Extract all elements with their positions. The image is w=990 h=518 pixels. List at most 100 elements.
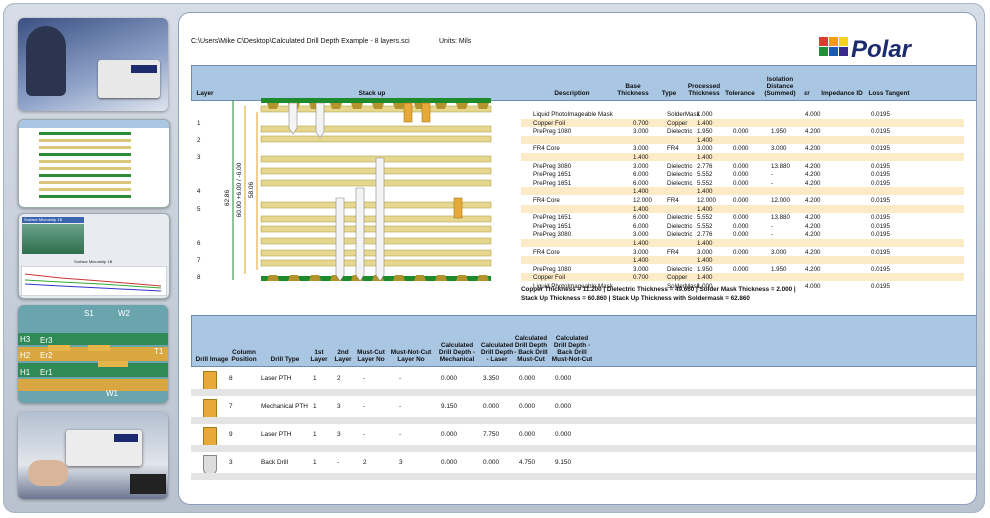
cell-desc: Copper Foil [533,119,565,127]
drill-cell-bdmnc: 9.150 [555,459,571,466]
drill-cell-l2: - [337,459,340,466]
drill-cell-l1: 1 [313,375,317,382]
dim-h3: H3 [20,335,31,344]
dim-er2: Er2 [40,351,53,360]
top-copper-pad [435,103,447,109]
drill-cell-pos: 9 [229,431,233,438]
cell-loss: 0.0195 [871,128,890,136]
top-copper-pad [393,103,405,109]
cell-layer: 3 [197,154,201,161]
drill-col-back-drill-must-not-cut: Calculated Drill Depth - Back Drill Must… [551,335,593,363]
cell-iso: - [771,171,774,179]
cell-base: 0.700 [633,274,649,282]
cell-er: 4.200 [805,231,821,239]
summary-line-1: Copper Thickness = 11.200 | Dielectric T… [521,286,796,293]
summary-line-2: Stack Up Thickness = 60.860 | Stack Up T… [521,295,750,302]
drill-col-1st-layer: 1st Layer [310,349,328,363]
drill-row: 3 Back Drill 1 - 2 3 0.000 0.000 4.750 9.150 [191,455,976,475]
cell-proc: 1.000 [697,111,713,118]
cell-type: Dielectric [667,231,693,239]
drill-cell-mc: - [363,431,366,438]
cell-base: 1.400 [633,205,649,213]
dim-er3: Er3 [40,336,53,345]
drill-cell-bdmnc: 0.000 [555,403,571,410]
drill-cell-l2: 3 [337,403,341,410]
cell-desc: PrePreg 3080 [533,162,572,170]
photo-thumbnail-instrument[interactable] [18,412,168,499]
cell-type: SolderMask [667,111,700,118]
cell-base: 6.000 [633,222,649,230]
thumb-layer [39,139,131,142]
cell-base: 1.400 [633,188,649,196]
cell-loss: 0.0195 [871,222,890,230]
cell-proc: 3.000 [697,248,713,256]
drill-hole [355,187,365,282]
dim-w2: W2 [118,309,130,318]
stack-row: 6 1.400 1.400 [191,239,976,248]
instrument-logo [131,65,157,73]
top-copper-pad [267,103,279,109]
bottom-copper-pad [414,275,426,281]
cell-base: 3.000 [633,145,649,153]
dim-label-core: 58.06 [248,181,255,198]
stackup-thumbnail[interactable] [18,119,170,208]
cell-base: 3.000 [633,231,649,239]
thumb-layer [39,174,131,177]
file-path: C:\Users\Mike C\Desktop\Calculated Drill… [191,38,410,45]
cell-layer: 2 [197,136,201,144]
logo-text: Polar [851,36,913,63]
cell-proc: 1.000 [697,283,713,290]
drill-col-must-not-cut: Must-Not-Cut Layer No [390,349,432,363]
cell-tol: 0.000 [733,128,749,136]
cell-iso: - [771,231,774,239]
copper-band [521,153,964,161]
plated-drill-icon [203,427,217,447]
plated-drill-icon [203,399,217,419]
cell-type: Dielectric [667,265,693,273]
drill-cell-mnc: - [399,403,402,410]
cell-type: Dielectric [667,179,693,187]
cell-desc: PrePreg 1651 [533,171,572,179]
cell-proc: 1.950 [697,265,713,273]
cell-er: 4.200 [805,145,821,153]
cell-proc: 5.552 [697,222,713,230]
drill-col-position: Column Position [231,349,257,363]
col-er: εr [804,90,810,97]
drill-cell-l2: 3 [337,431,341,438]
cell-type: Dielectric [667,171,693,179]
cell-base: 1.400 [633,257,649,265]
bottom-copper-pad [477,275,489,281]
cell-base: 6.000 [633,171,649,179]
cell-er: 4.000 [805,111,821,118]
bottom-copper-pad [267,275,279,281]
cell-iso: 12.000 [771,197,790,204]
col-type: Type [661,90,677,97]
stack-row: PrePreg 1080 3.000 Dielectric 1.950 0.000 1.9… [191,265,976,274]
drill-cell-laser: 7.750 [483,431,499,438]
photo-thumbnail-operator[interactable] [18,18,168,111]
drill-row: 9 Laser PTH 1 3 - - 0.000 7.750 0.000 0.000 [191,427,976,447]
cell-type: FR4 [667,197,679,204]
drill-col-2nd-layer: 2nd Layer [334,349,352,363]
stack-row: FR4 Core 3.000 FR4 3.000 0.000 3.000 4.200 0.01… [191,248,976,257]
cell-desc: PrePreg 1080 [533,265,572,273]
dim-er1: Er1 [40,368,53,377]
cell-er: 4.200 [805,214,821,222]
drill-row: 7 Mechanical PTH 1 3 - - 9.150 0.000 0.000 0.000 [191,399,976,419]
units-label: Units: Mils [439,38,472,45]
plated-via [453,197,463,219]
microstrip-calculator-thumbnail[interactable]: Surface Microstrip 1B Surface Microstrip… [18,213,170,299]
drill-col-type: Drill Type [270,356,300,363]
top-copper-pad [351,103,363,109]
cross-section-diagram-thumbnail[interactable]: S1 W2 H3 Er3 H2 Er2 H1 Er1 T1 W1 [18,305,168,403]
cell-desc: Liquid PhotoImageable Mask [533,283,613,290]
cell-layer: 7 [197,257,201,265]
drill-cell-bdmc: 0.000 [519,431,535,438]
drill-cell-mech: 0.000 [441,431,457,438]
cell-type: Copper [667,119,688,127]
copper-band [521,187,964,196]
thumb-layer [39,160,131,163]
stack-row: 3 1.400 1.400 [191,153,976,162]
cell-type: Dielectric [667,214,693,222]
cell-proc: 1.400 [697,154,713,161]
